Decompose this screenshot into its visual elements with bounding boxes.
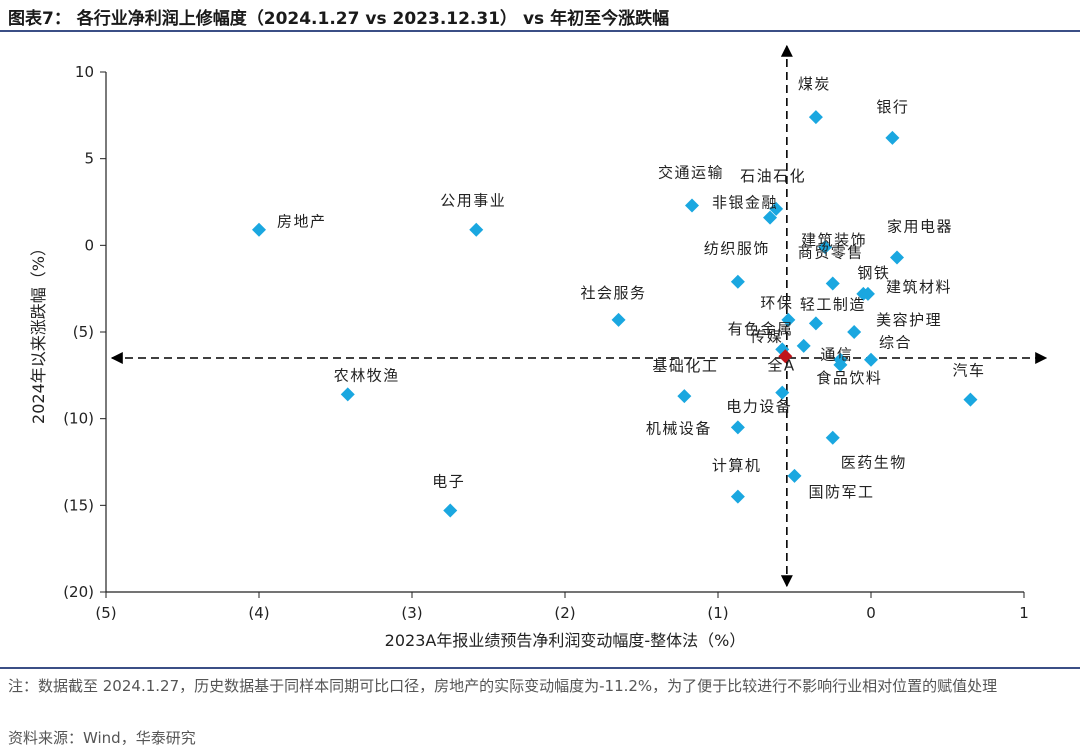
plot-frame: [105, 72, 1024, 593]
y-tick-label: (20): [63, 583, 94, 601]
x-tick-label: (3): [401, 604, 422, 622]
point-label: 基础化工: [652, 357, 718, 375]
x-tick-label: (2): [554, 604, 575, 622]
data-point[interactable]: [730, 489, 745, 504]
figure-title: 图表7： 各行业净利润上修幅度（2024.1.27 vs 2023.12.31）…: [8, 9, 670, 29]
point-label: 纺织服饰: [704, 240, 770, 258]
data-point[interactable]: [808, 110, 823, 125]
data-point[interactable]: [781, 312, 796, 327]
y-tick-label: (10): [63, 410, 94, 428]
point-label: 煤炭: [798, 75, 831, 93]
data-point[interactable]: [469, 222, 484, 237]
data-point[interactable]: [730, 420, 745, 435]
point-label: 钢铁: [857, 264, 890, 282]
data-point[interactable]: [825, 276, 840, 291]
footer-divider: [0, 667, 1080, 669]
point-label: 医药生物: [841, 454, 907, 472]
data-point[interactable]: [885, 130, 900, 145]
x-tick-label: 0: [866, 604, 876, 622]
point-label: 传媒: [750, 327, 783, 345]
source-line: 资料来源：Wind，华泰研究: [8, 729, 196, 747]
data-point[interactable]: [833, 357, 848, 372]
point-label: 商贸零售: [798, 243, 864, 261]
data-point[interactable]: [818, 240, 833, 255]
point-label: 公用事业: [440, 192, 506, 210]
point-label: 建筑材料: [886, 278, 952, 296]
data-point[interactable]: [775, 385, 790, 400]
point-label: 机械设备: [646, 419, 712, 437]
point-label: 家用电器: [887, 217, 953, 235]
y-axis-label: 2024年以来涨跌幅（%）: [29, 240, 48, 424]
data-point[interactable]: [860, 286, 875, 301]
point-label: 综合: [879, 334, 912, 352]
y-tick-label: (15): [63, 496, 94, 514]
point-label: 非银金融: [712, 194, 778, 212]
point-label: 电力设备: [726, 398, 792, 416]
x-tick-label: (5): [95, 604, 116, 622]
data-point[interactable]: [825, 430, 840, 445]
point-label: 全A: [767, 356, 795, 374]
point-label: 有色金属: [728, 320, 794, 338]
data-point[interactable]: [808, 316, 823, 331]
data-point[interactable]: [730, 274, 745, 289]
point-label: 农林牧渔: [334, 366, 400, 384]
x-tick-label: (1): [707, 604, 728, 622]
data-point[interactable]: [443, 503, 458, 518]
data-point[interactable]: [890, 250, 905, 265]
x-tick-label: (4): [248, 604, 269, 622]
data-point[interactable]: [787, 468, 802, 483]
y-tick-label: 10: [75, 63, 94, 81]
data-point[interactable]: [796, 338, 811, 353]
point-label: 轻工制造: [800, 295, 866, 313]
title-divider: [0, 30, 1080, 32]
point-label: 电子: [432, 473, 465, 491]
y-tick-label: (5): [73, 323, 94, 341]
point-label: 国防军工: [809, 483, 875, 501]
point-label: 环保: [760, 294, 793, 312]
point-label: 食品饮料: [816, 369, 882, 387]
data-point[interactable]: [252, 222, 266, 237]
point-label: 计算机: [712, 457, 762, 475]
data-point[interactable]: [611, 312, 626, 327]
scatter-chart: (5) (4) (3) (2) (1) 0 1 10 5 0 (5) (10) (15) (20) 煤炭银…: [29, 44, 1048, 650]
footnote: 注：数据截至 2024.1.27，历史数据基于同样本同期可比口径，房地产的实际变…: [8, 677, 998, 695]
y-tick-label: 5: [84, 150, 94, 168]
point-label: 交通运输: [658, 163, 724, 181]
point-label: 汽车: [952, 362, 985, 380]
data-point[interactable]: [763, 210, 778, 225]
data-point[interactable]: [684, 198, 699, 213]
point-label: 建筑装饰: [801, 231, 867, 249]
point-label: 银行: [876, 98, 909, 116]
data-point[interactable]: [677, 389, 692, 404]
point-label: 通信: [820, 346, 853, 364]
x-axis-label: 2023A年报业绩预告净利润变动幅度-整体法（%）: [385, 631, 746, 650]
data-point[interactable]: [340, 387, 355, 402]
point-label: 社会服务: [581, 284, 647, 302]
x-tick-label: 1: [1019, 604, 1029, 622]
data-point[interactable]: [864, 352, 878, 367]
data-point[interactable]: [769, 201, 784, 216]
y-tick-label: 0: [84, 236, 94, 254]
data-point[interactable]: [778, 349, 793, 364]
point-label: 美容护理: [876, 311, 942, 329]
data-point[interactable]: [847, 325, 862, 339]
data-point[interactable]: [963, 392, 978, 407]
point-label: 房地产: [277, 213, 327, 231]
point-label: 石油石化: [740, 167, 806, 185]
